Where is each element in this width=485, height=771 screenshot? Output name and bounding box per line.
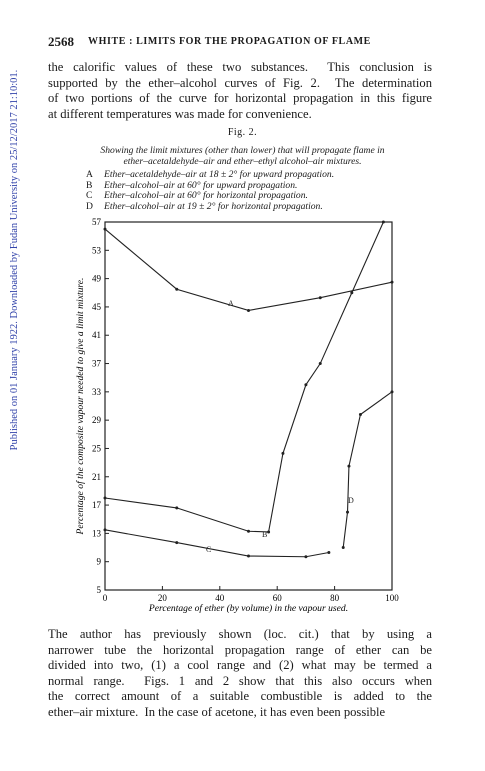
- data-point: [318, 362, 322, 366]
- y-tick-label: 45: [92, 302, 102, 312]
- data-point: [304, 555, 308, 559]
- data-point: [175, 506, 179, 510]
- plot-frame: [104, 221, 393, 591]
- text-line: divided into two, (1) a cool range and (…: [48, 658, 432, 672]
- data-point: [358, 412, 362, 416]
- data-point: [103, 496, 107, 500]
- y-tick-label: 57: [92, 217, 102, 227]
- key-letter: B: [86, 179, 93, 191]
- y-tick-label: 5: [97, 585, 102, 595]
- figure-label: Fig. 2.: [227, 127, 258, 138]
- data-point: [103, 227, 107, 231]
- data-point: [346, 510, 350, 514]
- data-point: [175, 541, 179, 545]
- running-title: WHITE : LIMITS FOR THE PROPAGATION OF FL…: [88, 36, 371, 47]
- x-tick-label: 80: [330, 593, 340, 603]
- text-line: The author has previously shown (loc. ci…: [48, 627, 432, 641]
- data-point: [347, 464, 351, 468]
- x-tick-label: 60: [273, 593, 283, 603]
- y-tick-label: 53: [92, 245, 102, 255]
- key-letter: C: [86, 190, 93, 201]
- page-number: 2568: [48, 34, 74, 49]
- data-point: [390, 390, 394, 394]
- y-tick-label: 9: [97, 557, 102, 567]
- key-text: Ether–alcohol–air at 60° for upward prop…: [104, 179, 298, 191]
- text-line: ether–air mixture. In the case of aceton…: [48, 704, 386, 719]
- y-tick-label: 49: [92, 274, 102, 284]
- chart: 5 9 13 17 21 25 29 33 37 41 45 49 53 57 0 20 40 60 80 100 Pe…: [75, 217, 399, 614]
- y-tick-label: 21: [92, 472, 101, 482]
- key-text: Ether–acetaldehyde–air at 18 ± 2° for up…: [104, 169, 335, 180]
- key-letter: D: [86, 200, 93, 212]
- caption-line: ether–acetaldehyde–air and ether–ethyl a…: [123, 156, 362, 167]
- curve: [342, 391, 393, 548]
- data-point: [247, 554, 250, 558]
- data-point: [318, 296, 322, 300]
- y-tick-label: 13: [92, 528, 102, 538]
- data-point: [103, 528, 107, 532]
- x-tick-label: 20: [158, 593, 168, 603]
- text-line: at different temperatures was made for c…: [48, 106, 312, 121]
- key-text: Ether–alcohol–air at 19 ± 2° for horizon…: [104, 200, 323, 212]
- data-point: [247, 529, 250, 533]
- y-tick-label: 17: [92, 500, 102, 510]
- text-line: the correct amount of a suitable combust…: [48, 689, 432, 703]
- text-line: supported by the ether–alcohol curves of…: [48, 75, 432, 90]
- data-point: [341, 546, 345, 550]
- curve-label: B: [262, 530, 267, 539]
- text-line: narrower tube the horizontal propagation…: [48, 642, 432, 657]
- y-tick-label: 25: [92, 443, 102, 453]
- text-line: the calorific values of these two substa…: [48, 60, 432, 74]
- curve: [104, 529, 329, 558]
- y-tick-label: 37: [92, 359, 102, 369]
- curve-label: A: [228, 299, 234, 308]
- data-point: [381, 220, 385, 224]
- x-tick-label: 0: [103, 593, 108, 603]
- curve: [104, 221, 384, 533]
- y-tick-label: 41: [92, 330, 101, 340]
- caption-line: Showing the limit mixtures (other than l…: [100, 145, 385, 156]
- curve-label: C: [206, 545, 211, 554]
- curve-label: D: [348, 496, 354, 505]
- key-text: Ether–alcohol–air at 60° for horizontal …: [104, 190, 308, 201]
- x-tick-label: 100: [385, 593, 399, 603]
- data-point: [350, 291, 354, 295]
- data-point: [327, 550, 331, 554]
- key-letter: A: [86, 169, 93, 180]
- data-point: [267, 530, 271, 534]
- data-point: [175, 287, 179, 291]
- y-tick-label: 29: [92, 415, 102, 425]
- watermark: Published on 01 January 1922. Downloaded…: [9, 69, 20, 451]
- data-point: [390, 280, 394, 284]
- data-point: [281, 451, 285, 455]
- y-tick-label: 33: [92, 387, 102, 397]
- text-line: normal range. Figs. 1 and 2 show that th…: [48, 673, 432, 688]
- text-line: of two portions of the curve for horizon…: [48, 91, 432, 105]
- data-point: [304, 383, 308, 387]
- data-point: [247, 308, 250, 312]
- x-axis-label: Percentage of ether (by volume) in the v…: [148, 603, 348, 614]
- y-axis-label: Percentage of the composite vapour neede…: [75, 278, 86, 536]
- x-tick-label: 40: [215, 593, 225, 603]
